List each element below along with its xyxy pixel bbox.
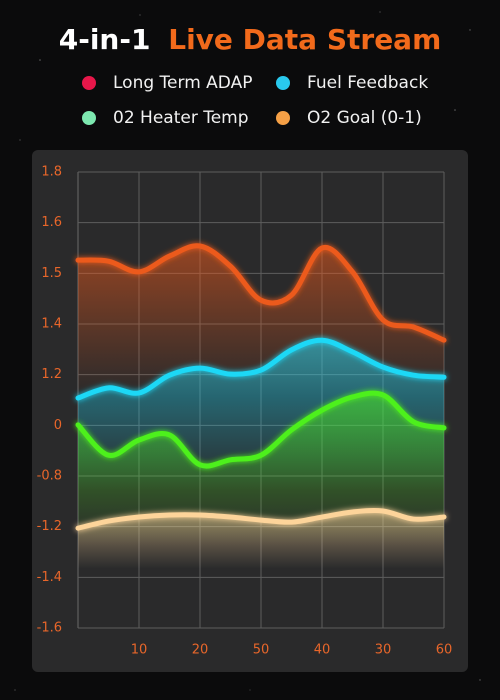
y-tick-label: -1.2 xyxy=(37,519,62,534)
title-highlight: Live Data Stream xyxy=(168,23,441,56)
series-area xyxy=(78,510,444,569)
areas xyxy=(78,245,444,569)
x-tick-label: 40 xyxy=(314,643,331,658)
legend-marker xyxy=(82,76,96,90)
legend-marker xyxy=(276,111,290,125)
series-line xyxy=(75,337,447,401)
y-tick-label: 1.6 xyxy=(41,215,62,230)
series-line xyxy=(75,507,447,531)
x-tick-label: 30 xyxy=(375,643,392,658)
y-tick-label: 1.5 xyxy=(41,266,62,281)
y-tick-label: 1.4 xyxy=(41,317,62,332)
series-area xyxy=(78,393,444,545)
legend-label: O2 Goal (0-1) xyxy=(307,108,422,128)
legend-label: 02 Heater Temp xyxy=(113,108,249,128)
legend-marker xyxy=(276,76,290,90)
x-tick-label: 60 xyxy=(436,643,453,658)
series-line xyxy=(75,390,447,469)
lines xyxy=(75,243,447,531)
y-tick-label: -0.8 xyxy=(37,469,62,484)
y-tick-label: -1.6 xyxy=(37,621,62,636)
chart-title: 4-in-1 Live Data Stream xyxy=(59,23,442,56)
series-line xyxy=(75,243,447,343)
x-tick-label: 20 xyxy=(192,643,209,658)
labels: -1.6 -1.4 -1.2 -0.8 0 1.2 1.4 1.5 1.6 1.8 10 20 50 40… xyxy=(37,165,453,658)
y-tick-label: 0 xyxy=(54,418,62,433)
x-tick-label: 10 xyxy=(131,643,148,658)
title-lead: 4-in-1 xyxy=(59,23,151,56)
legend-label: Long Term ADAP xyxy=(113,73,252,93)
y-tick-label: 1.2 xyxy=(41,367,62,382)
x-tick-label: 50 xyxy=(253,643,270,658)
y-tick-label: 1.8 xyxy=(41,165,62,180)
legend-label: Fuel Feedback xyxy=(307,73,428,93)
stars xyxy=(14,11,481,691)
legend-marker xyxy=(82,111,96,125)
y-tick-label: -1.4 xyxy=(37,570,62,585)
